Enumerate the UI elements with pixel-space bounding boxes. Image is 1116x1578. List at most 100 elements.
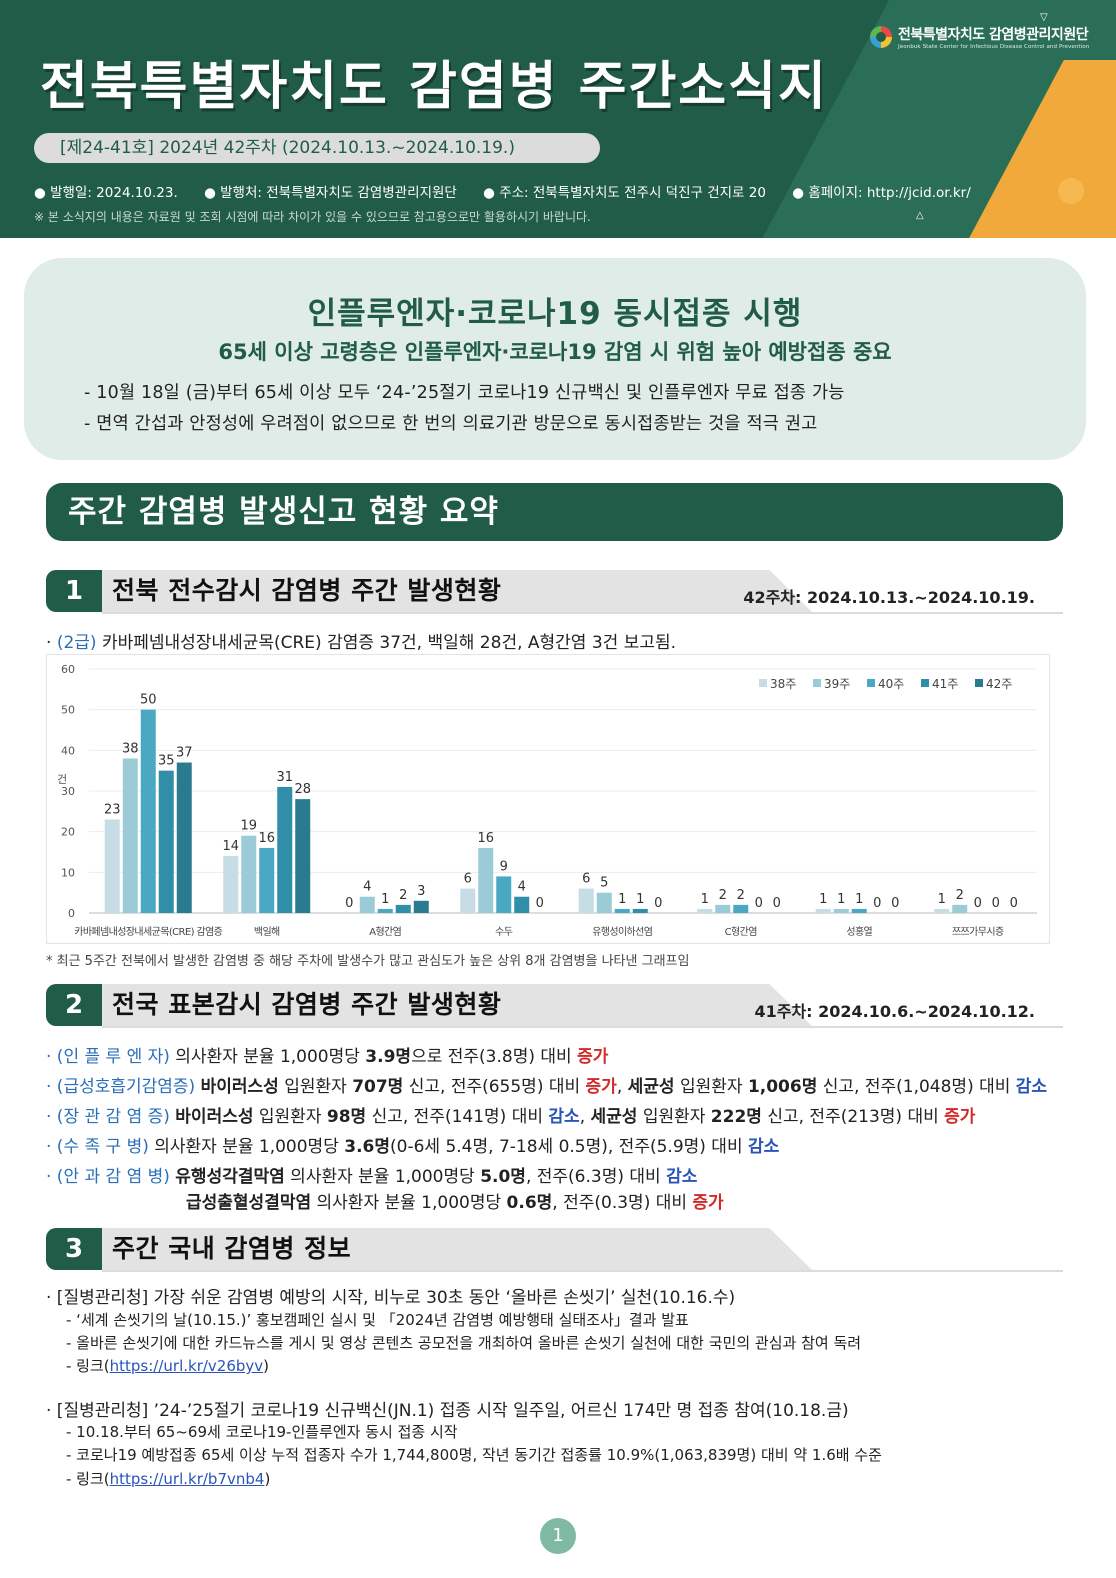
bullet-mark: ·: [46, 633, 57, 653]
bar-value-label: 6: [582, 872, 590, 887]
section-3-header: 3 주간 국내 감염병 정보: [46, 1228, 1063, 1272]
x-tick-label: C형간염: [725, 926, 757, 938]
surveillance-row: · (인 플 루 엔 자) 의사환자 분율 1,000명당 3.9명으로 전주(…: [46, 1042, 608, 1067]
y-axis-label: 건: [57, 773, 67, 786]
row-text: (0-6세 5.4명, 7-18세 0.5명), 전주(5.9명) 대비: [390, 1137, 748, 1157]
bar-value-label: 1: [855, 892, 863, 907]
trend-decrease: 감소: [548, 1107, 580, 1127]
legend-swatch: [921, 679, 929, 687]
section-title: 전북 전수감시 감염병 주간 발생현황: [112, 576, 502, 605]
y-tick-label: 40: [61, 744, 75, 757]
key-value: 바이러스성: [175, 1107, 254, 1127]
row-text: 입원환자: [674, 1077, 748, 1097]
homepage-link[interactable]: ● 홈페이지: http://jcid.or.kr/: [792, 185, 971, 201]
key-value: 1,006명: [747, 1077, 818, 1097]
key-value: 0.6명: [506, 1193, 553, 1213]
bar-value-label: 1: [636, 892, 644, 907]
headline-title: 인플루엔자·코로나19 동시접종 시행: [307, 296, 803, 332]
section-bar: [102, 1228, 812, 1270]
x-tick-label: 유행성이하선염: [592, 925, 652, 938]
summary-text: 카바페넴내성장내세균목(CRE) 감염증 37건, 백일해 28건, A형간염 …: [96, 633, 677, 653]
row-text: 으로 전주(3.8명) 대비: [411, 1047, 578, 1067]
trend-increase: 증가: [577, 1047, 609, 1067]
header-accent-dot: [1058, 178, 1084, 204]
section-title: 전국 표본감시 감염병 주간 발생현황: [112, 990, 502, 1019]
news-link[interactable]: https://url.kr/b7vnb4: [109, 1470, 265, 1488]
row-text: 의사환자 분율 1,000명당: [148, 1137, 345, 1157]
trend-increase: 증가: [944, 1107, 976, 1127]
row-text: 신고, 전주(1,048명) 대비: [817, 1077, 1016, 1097]
y-tick-label: 30: [61, 785, 75, 798]
key-value: 급성출혈성결막염: [186, 1193, 312, 1213]
legend-label: 39주: [824, 677, 850, 691]
headline-bullet: - 10월 18일 (금)부터 65세 이상 모두 ‘24-’25절기 코로나1…: [84, 383, 845, 403]
chart-bar: [578, 888, 594, 913]
disease-label: · (장 관 감 염 증): [46, 1107, 170, 1127]
news-item-detail: - 10.18.부터 65~69세 코로나19-인플루엔자 동시 접종 시작: [66, 1423, 458, 1441]
headline-box: 인플루엔자·코로나19 동시접종 시행 65세 이상 고령층은 인플루엔자·코로…: [24, 258, 1086, 460]
chart-bar: [496, 876, 512, 913]
chart-bar: [377, 908, 393, 913]
trend-increase: 증가: [692, 1193, 724, 1213]
key-value: 98명: [326, 1107, 367, 1127]
publish-date: ● 발행일: 2024.10.23.: [34, 185, 178, 201]
bar-value-label: 0: [654, 896, 662, 911]
section-underline: [102, 1026, 1063, 1028]
key-value: 세균성: [627, 1077, 675, 1097]
key-value: 3.6명: [344, 1137, 391, 1157]
bar-value-label: 19: [240, 819, 257, 834]
row-text: 의사환자 분율 1,000명당: [311, 1193, 507, 1213]
newsletter-header: ▽ △ 전북특별자치도 감염병관리지원단 Jeonbuk State Cente…: [0, 0, 1116, 238]
chart-bar: [715, 904, 731, 913]
trend-decrease: 감소: [1015, 1077, 1048, 1097]
chart-bar: [632, 908, 648, 913]
organization-logo: 전북특별자치도 감염병관리지원단 Jeonbuk State Center fo…: [870, 24, 1089, 50]
chart-footnote: * 최근 5주간 전북에서 발생한 감염병 중 해당 주차에 발생수가 많고 관…: [46, 954, 690, 969]
news-link[interactable]: https://url.kr/v26byv: [109, 1357, 264, 1375]
row-text: ,: [616, 1077, 628, 1097]
bar-value-label: 28: [294, 782, 311, 797]
link-suffix: ): [264, 1470, 271, 1488]
bar-value-label: 1: [938, 892, 946, 907]
section-date: 42주차: 2024.10.13.~2024.10.19.: [743, 588, 1035, 607]
bar-value-label: 1: [618, 892, 626, 907]
row-text: 입원환자: [637, 1107, 711, 1127]
bar-value-label: 2: [719, 888, 727, 903]
chart-canvas: 0102030405060건2338503537카바페넴내성장내세균목(CRE)…: [57, 663, 1037, 938]
chart-bar: [934, 908, 950, 913]
x-tick-label: 백일해: [254, 925, 280, 938]
bar-value-label: 9: [500, 859, 508, 874]
bar-value-label: 38: [122, 741, 139, 756]
key-value: 5.0명: [480, 1167, 526, 1187]
chart-bar: [359, 896, 375, 913]
legend-swatch: [813, 679, 821, 687]
row-text: 의사환자 분율 1,000명당: [169, 1047, 366, 1067]
row-text: ,: [579, 1107, 591, 1127]
chart-bar: [733, 904, 749, 913]
bar-value-label: 0: [891, 896, 899, 911]
row-text: 신고, 전주(141명) 대비: [366, 1107, 549, 1127]
bar-value-label: 37: [176, 746, 193, 761]
bar-value-label: 5: [600, 876, 608, 891]
bar-value-label: 4: [518, 880, 526, 895]
row-text: 신고, 전주(655명) 대비: [403, 1077, 586, 1097]
legend-swatch: [759, 679, 767, 687]
disease-label: · (수 족 구 병): [46, 1137, 149, 1157]
bar-value-label: 50: [140, 693, 157, 708]
bar-value-label: 16: [258, 831, 275, 846]
chart-bar: [815, 908, 831, 913]
chart-bar: [259, 847, 275, 913]
bar-value-label: 0: [755, 896, 763, 911]
news-item-title: · [질병관리청] ’24-’25절기 코로나19 신규백신(JN.1) 접종 …: [46, 1401, 849, 1421]
surveillance-row: · (수 족 구 병) 의사환자 분율 1,000명당 3.6명(0-6세 5.…: [46, 1132, 779, 1157]
row-text: , 전주(0.3명) 대비: [552, 1193, 693, 1213]
newsletter-title: 전북특별자치도 감염병 주간소식지: [40, 57, 828, 117]
news-item-detail: - 코로나19 예방접종 65세 이상 누적 접종자 수가 1,744,800명…: [66, 1446, 882, 1464]
bar-value-label: 0: [1010, 896, 1018, 911]
chart-bar: [104, 819, 120, 913]
row-text: 입원환자: [253, 1107, 327, 1127]
chart-bar: [478, 847, 494, 913]
row-text: 신고, 전주(213명) 대비: [761, 1107, 945, 1127]
section-underline: [102, 1270, 1063, 1272]
chart-bar: [460, 888, 476, 913]
